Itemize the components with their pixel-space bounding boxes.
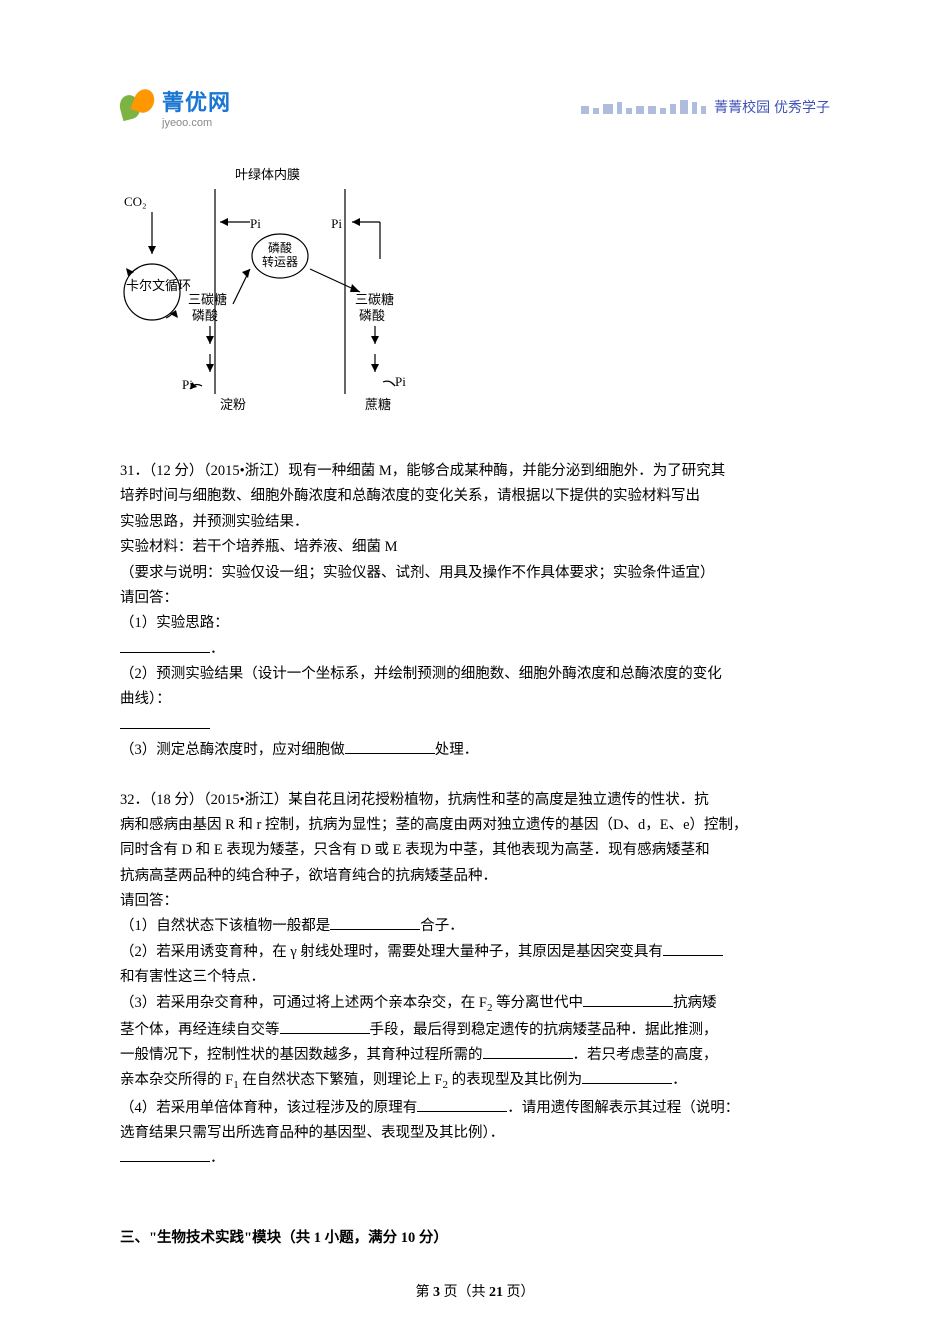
logo-icon (120, 89, 156, 125)
q32-sub4a: （4）若采用单倍体育种，该过程涉及的原理有．请用遗传图解表示其过程（说明： (120, 1096, 830, 1121)
q32-stem-l3: 同时含有 D 和 E 表现为矮茎，只含有 D 或 E 表现为中茎，其他表现为高茎… (120, 838, 830, 863)
svg-text:磷酸: 磷酸 (192, 308, 218, 323)
svg-text:CO₂: CO₂ (124, 194, 147, 209)
content: 31．（12 分）（2015•浙江）现有一种细菌 M，能够合成某种酶，并能分泌到… (120, 459, 830, 1251)
chloroplast-diagram: 叶绿体内膜 CO₂ 卡尔文循环 Pi Pi 磷酸 转运器 三碳糖 磷酸 三碳糖 … (120, 164, 450, 424)
q31-stem-l2: 培养时间与细胞数、细胞外酶浓度和总酶浓度的变化关系，请根据以下提供的实验材料写出 (120, 484, 830, 509)
q32-blank4: ． (120, 1146, 830, 1171)
q32-sub2: （2）若采用诱变育种，在 γ 射线处理时，需要处理大量种子，其原因是基因突变具有 (120, 940, 830, 965)
q31-materials: 实验材料：若干个培养瓶、培养液、细菌 M (120, 535, 830, 560)
dots-decoration (581, 100, 706, 114)
q31-blank2 (120, 713, 830, 738)
q31-sub1: （1）实验思路： (120, 611, 830, 636)
q31-sub2-l1: （2）预测实验结果（设计一个坐标系，并绘制预测的细胞数、细胞外酶浓度和总酶浓度的… (120, 662, 830, 687)
svg-text:三碳糖: 三碳糖 (355, 292, 394, 307)
svg-text:Pi: Pi (331, 216, 342, 231)
svg-text:Pi: Pi (395, 374, 406, 389)
q31-sub2-l2: 曲线）： (120, 687, 830, 712)
svg-text:淀粉: 淀粉 (220, 397, 246, 412)
svg-text:磷酸: 磷酸 (268, 240, 292, 255)
q31-answer-label: 请回答： (120, 586, 830, 611)
q32-sub3e: 一般情况下，控制性状的基因数越多，其育种过程所需的．若只考虑茎的高度， (120, 1043, 830, 1068)
q32-sub4c: 选育结果只需写出所选育品种的基因型、表现型及其比例）． (120, 1121, 830, 1146)
svg-text:转运器: 转运器 (262, 254, 298, 269)
section3-title: 三、"生物技术实践"模块（共 1 小题，满分 10 分） (120, 1226, 830, 1251)
page-footer: 第 3 页（共 21 页） (120, 1281, 830, 1301)
q32-sub2b: 和有害性这三个特点． (120, 965, 830, 990)
logo-en-text: jyeoo.com (162, 117, 231, 129)
logo-cn-text: 菁优网 (162, 85, 231, 117)
q32-sub3a: （3）若采用杂交育种，可通过将上述两个亲本杂交，在 F2 等分离世代中抗病矮 (120, 991, 830, 1018)
q32-sub1: （1）自然状态下该植物一般都是合子． (120, 914, 830, 939)
q32-stem-l2: 病和感病由基因 R 和 r 控制，抗病为显性；茎的高度由两对独立遗传的基因（D、… (120, 813, 830, 838)
svg-text:Pi: Pi (250, 216, 261, 231)
page-header: 菁优网 jyeoo.com 菁菁校园 优秀学子 (120, 82, 830, 132)
q31-stem-l1: 31．（12 分）（2015•浙江）现有一种细菌 M，能够合成某种酶，并能分泌到… (120, 459, 830, 484)
q32-stem-l1: 32．（18 分）（2015•浙江）某自花且闭花授粉植物，抗病性和茎的高度是独立… (120, 788, 830, 813)
q31-stem-l3: 实验思路，并预测实验结果． (120, 510, 830, 535)
header-slogan: 菁菁校园 优秀学子 (714, 97, 830, 117)
q31-sub3: （3）测定总酶浓度时，应对细胞做处理． (120, 738, 830, 763)
q31-blank1: ． (120, 637, 830, 662)
q32-sub3c: 茎个体，再经连续自交等手段，最后得到稳定遗传的抗病矮茎品种．据此推测， (120, 1018, 830, 1043)
svg-text:卡尔文循环: 卡尔文循环 (126, 278, 191, 293)
header-right: 菁菁校园 优秀学子 (581, 97, 830, 117)
logo: 菁优网 jyeoo.com (120, 85, 231, 129)
q32-answer-label: 请回答： (120, 889, 830, 914)
q32-stem-l4: 抗病高茎两品种的纯合种子，欲培育纯合的抗病矮茎品种． (120, 864, 830, 889)
q31-note: （要求与说明：实验仅设一组；实验仪器、试剂、用具及操作不作具体要求；实验条件适宜… (120, 561, 830, 586)
svg-text:蔗糖: 蔗糖 (365, 397, 391, 412)
q32-sub3g: 亲本杂交所得的 F1 在自然状态下繁殖，则理论上 F2 的表现型及其比例为． (120, 1068, 830, 1095)
svg-text:磷酸: 磷酸 (359, 308, 385, 323)
svg-text:三碳糖: 三碳糖 (188, 292, 227, 307)
svg-text:叶绿体内膜: 叶绿体内膜 (235, 167, 300, 182)
